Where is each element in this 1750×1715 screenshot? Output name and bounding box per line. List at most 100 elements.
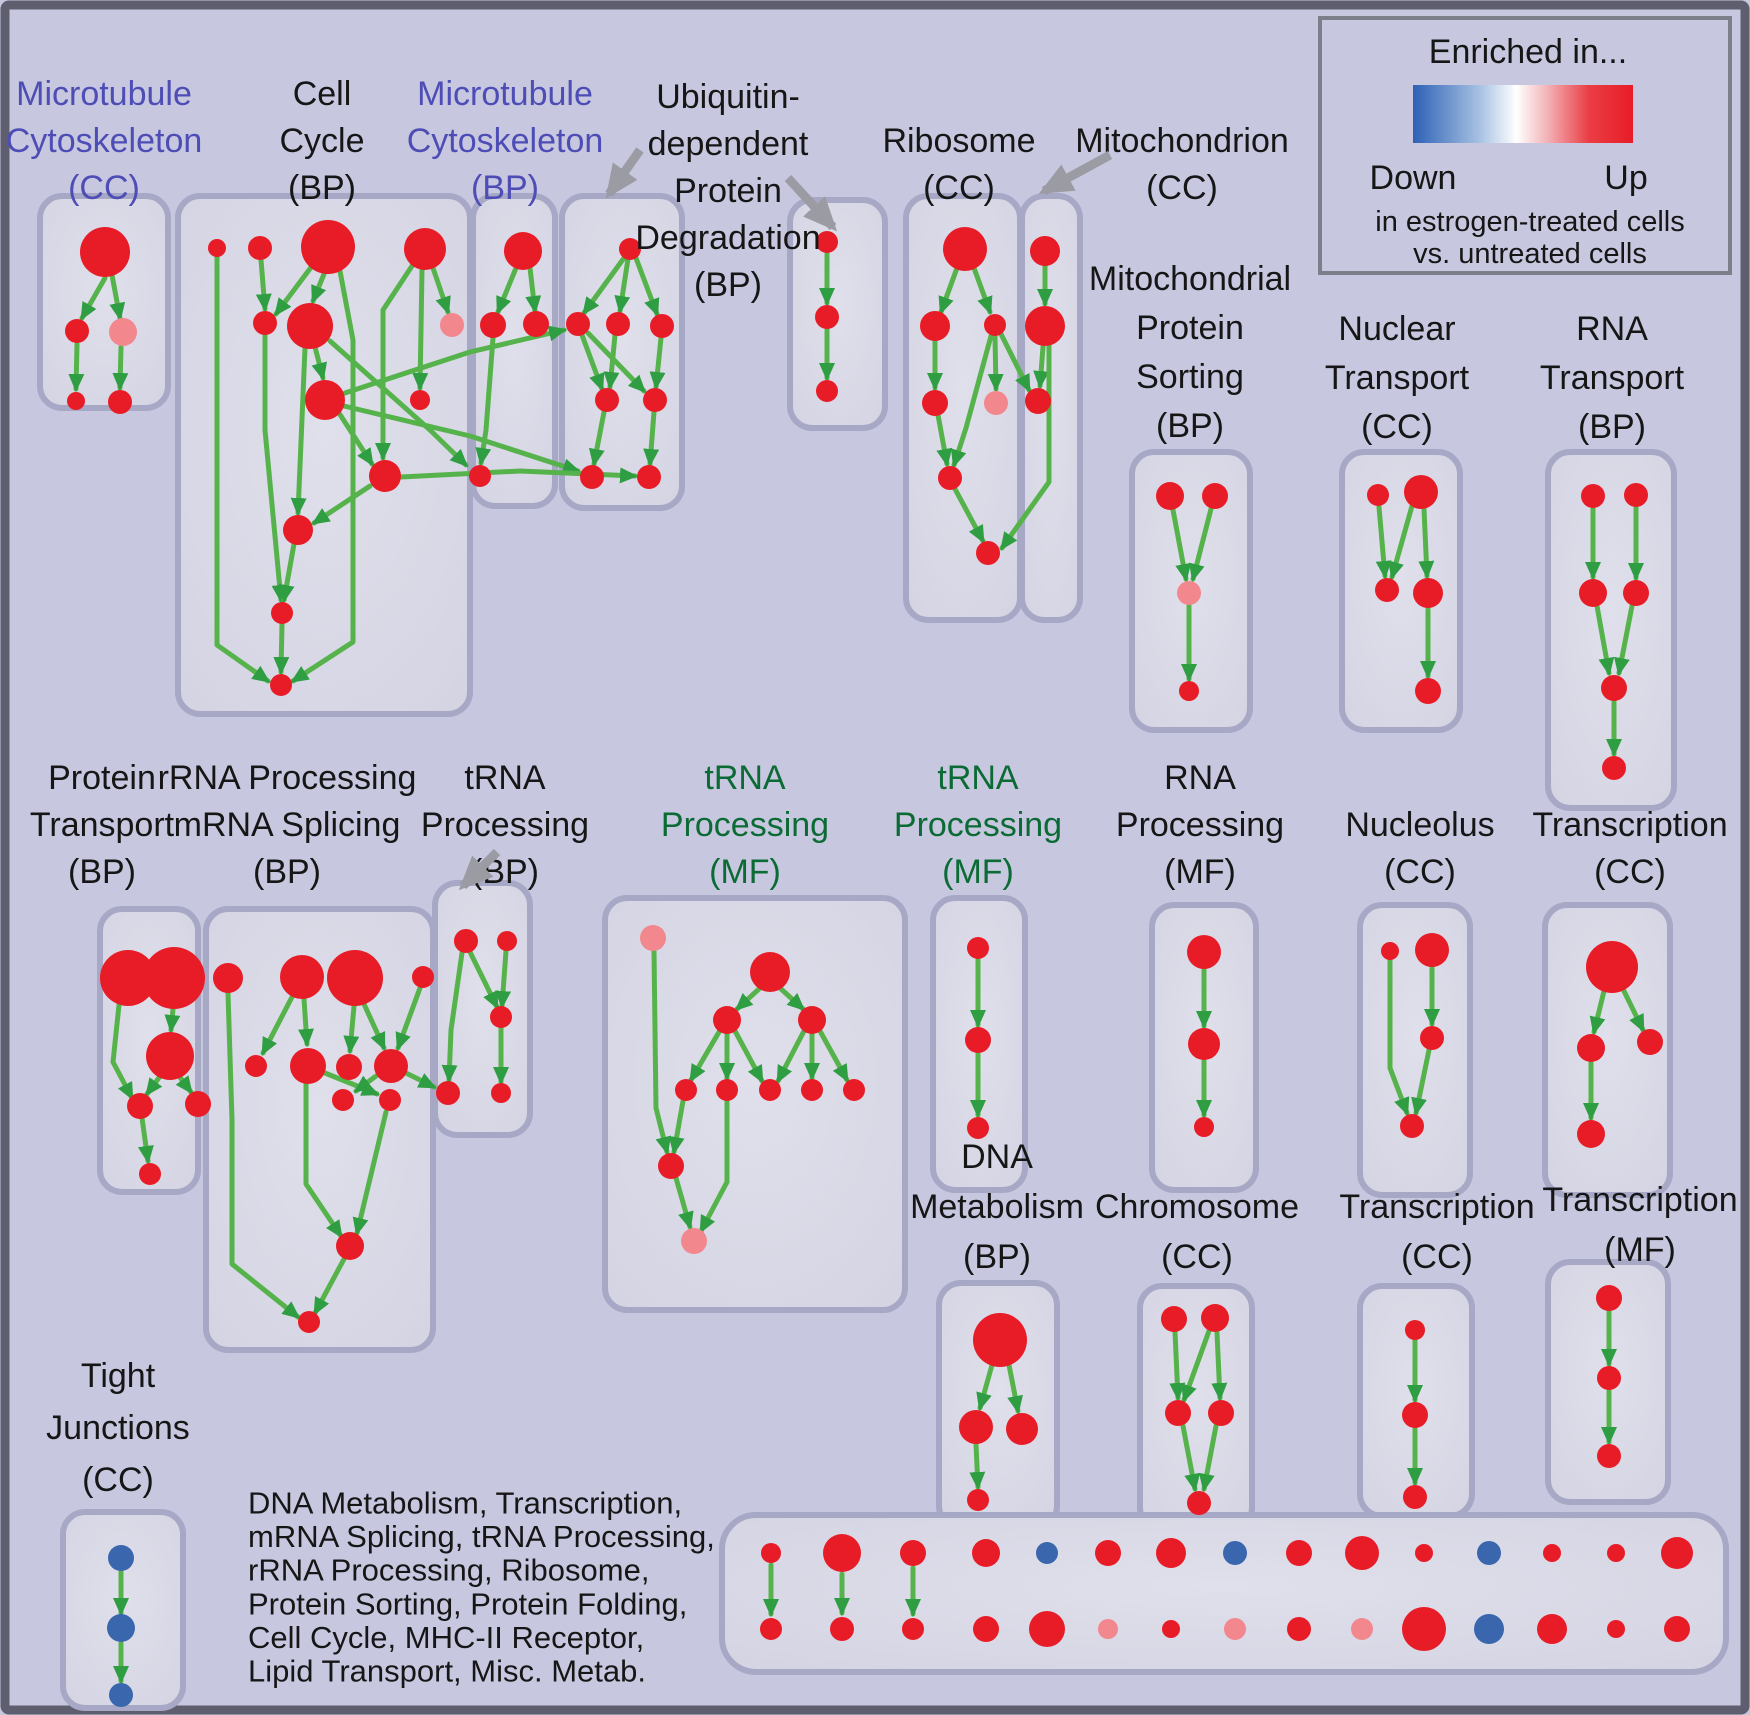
edge-arrow (175, 1073, 194, 1095)
cluster-label-dna-metabolism-bp: Metabolism (910, 1188, 1084, 1226)
edge-arrow (278, 541, 297, 603)
edge-arrow (395, 985, 423, 1051)
go-term-node (497, 931, 517, 951)
go-term-node (146, 1032, 194, 1080)
legend-box (1318, 16, 1732, 275)
edge-arrow (1198, 1423, 1219, 1492)
go-term-node (332, 1089, 354, 1111)
edge-arrow (298, 996, 314, 1047)
edge-arrow (144, 1072, 164, 1097)
label-pointer-arrow-icon (784, 174, 838, 232)
edge-arrow (361, 1001, 387, 1051)
go-term-node (640, 925, 666, 951)
go-term-node (1224, 1618, 1246, 1640)
cluster-label-trna-processing-mf-large: (MF) (709, 853, 781, 891)
edge-arrow (255, 257, 272, 312)
cluster-label-trna-processing-bp: tRNA (464, 759, 546, 797)
go-term-node (1187, 1491, 1211, 1515)
go-term-node (283, 515, 313, 545)
edge-arrow (403, 1070, 437, 1090)
go-term-node (1579, 579, 1607, 607)
go-term-node (1179, 681, 1199, 701)
edge-arrow (475, 335, 496, 466)
go-term-node (973, 1313, 1027, 1367)
edge-arrow (1375, 504, 1392, 579)
edge-arrow (643, 409, 660, 467)
shared-terms-text-line: mRNA Splicing, tRNA Processing, (248, 1519, 715, 1554)
cluster-label-dna-metabolism-bp: (BP) (963, 1238, 1031, 1276)
edge-arrow (495, 948, 512, 1009)
cluster-label-rrna-processing-mrna-splicing-bp: rRNA Processing (158, 759, 417, 797)
cluster-box-shared-terms (719, 1512, 1729, 1675)
cluster-label-trna-processing-bp: Processing (421, 806, 589, 844)
edge-arrow (971, 265, 993, 315)
edge-arrow (1418, 506, 1435, 579)
go-term-node (815, 305, 839, 329)
go-term-node (1381, 942, 1399, 960)
edge-arrow (1388, 503, 1415, 580)
edge-arrow (1594, 603, 1615, 676)
edge-arrow (430, 265, 451, 315)
edge-arrow (633, 255, 660, 317)
go-term-node (1156, 482, 1184, 510)
cluster-label-ubiquitin-dependent-protein-degradation-bp-1: (BP) (694, 266, 762, 304)
go-term-node (843, 1079, 865, 1101)
go-term-node (1661, 1537, 1693, 1569)
edge-arrow (336, 410, 375, 467)
go-term-node (984, 391, 1008, 415)
go-term-node (1577, 1034, 1605, 1062)
edge-arrow (581, 255, 627, 316)
go-term-node (1177, 581, 1201, 605)
edge-arrow (164, 1006, 181, 1033)
go-term-node (1201, 1304, 1229, 1332)
label-pointer-arrow-icon (1038, 151, 1113, 195)
edge-arrow (495, 265, 519, 315)
edge-arrow (734, 985, 763, 1012)
cluster-label-microtubule-cytoskeleton-cc: Microtubule (16, 75, 192, 113)
go-term-node (984, 314, 1006, 336)
labels-layer: Microtubule Cytoskeleton (CC) Cell Cycle (BP)… (6, 75, 1738, 1499)
legend-up-label: Up (1604, 159, 1647, 197)
go-term-node (1351, 1618, 1373, 1640)
go-term-node (1403, 1485, 1427, 1509)
edge-arrow (273, 621, 290, 675)
go-term-node (566, 312, 590, 336)
go-term-node (716, 1079, 738, 1101)
edge-arrow (1169, 1329, 1186, 1401)
go-term-node (436, 1081, 460, 1105)
cluster-box-nucleolus-cc (1357, 902, 1473, 1198)
go-term-node (606, 312, 630, 336)
edge-arrow (273, 259, 318, 317)
legend-subtitle-line: vs. untreated cells (1413, 238, 1647, 270)
edge-arrow (525, 265, 542, 314)
cluster-label-ubiquitin-dependent-protein-degradation-bp-1: Ubiquitin- (656, 78, 800, 116)
go-term-node (1607, 1544, 1625, 1562)
edge-arrow (969, 1442, 986, 1490)
cluster-label-cell-cycle-bp: Cycle (279, 122, 364, 160)
edge-arrow (998, 331, 1032, 393)
edge-arrow (327, 338, 469, 468)
go-term-node (1187, 935, 1221, 969)
cluster-label-rna-transport-bp: RNA (1576, 310, 1648, 348)
edge-arrow (138, 1115, 154, 1164)
edge-arrow (668, 1098, 686, 1155)
edge-arrow (342, 325, 567, 396)
cluster-label-trna-processing-mf-small: (MF) (942, 853, 1014, 891)
go-term-node (1208, 1400, 1234, 1426)
cluster-label-transcription-cc-2: (CC) (1401, 1238, 1473, 1276)
go-term-node (750, 952, 790, 992)
edge-arrow (112, 344, 129, 391)
go-term-node (658, 1153, 684, 1179)
edge-arrow (467, 949, 500, 1010)
go-term-node (900, 1540, 926, 1566)
label-pointer-arrow-icon (605, 147, 644, 199)
cluster-label-protein-transport-bp: (BP) (68, 853, 136, 891)
cluster-boxes-layer (37, 193, 1729, 1711)
go-term-node (412, 966, 434, 988)
cluster-label-nuclear-transport-cc: Nuclear (1338, 310, 1455, 348)
edge-arrow (110, 1002, 135, 1101)
edge-arrow (1614, 603, 1635, 676)
go-term-node (650, 314, 674, 338)
cluster-label-trna-processing-mf-small: Processing (894, 806, 1062, 844)
